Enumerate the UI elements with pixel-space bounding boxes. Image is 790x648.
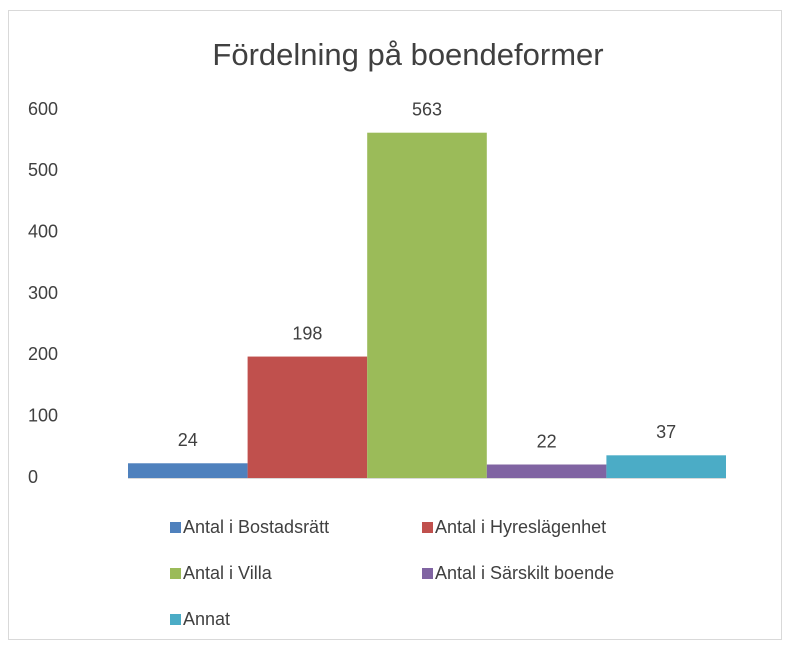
bar xyxy=(367,132,487,478)
legend-swatch xyxy=(422,568,433,579)
legend-label: Antal i Bostadsrätt xyxy=(183,517,329,537)
legend-label: Antal i Villa xyxy=(183,563,273,583)
bar xyxy=(486,464,607,478)
legend-swatch xyxy=(170,568,181,579)
legend-swatch xyxy=(170,614,181,625)
legend-label: Annat xyxy=(183,609,230,629)
y-tick-label: 400 xyxy=(28,221,58,241)
legend-label: Antal i Hyreslägenhet xyxy=(435,517,606,537)
bar xyxy=(606,455,726,478)
data-label: 563 xyxy=(412,99,442,119)
data-label: 22 xyxy=(537,431,557,451)
y-tick-label: 300 xyxy=(28,283,58,303)
bar xyxy=(128,463,248,478)
y-tick-label: 200 xyxy=(28,344,58,364)
data-label: 37 xyxy=(656,422,676,442)
y-tick-label: 100 xyxy=(28,405,58,425)
legend-label: Antal i Särskilt boende xyxy=(435,563,614,583)
data-label: 198 xyxy=(292,323,322,343)
legend-swatch xyxy=(170,522,181,533)
bar xyxy=(247,356,368,478)
y-tick-label: 500 xyxy=(28,160,58,180)
y-tick-label: 600 xyxy=(28,99,58,119)
legend-swatch xyxy=(422,522,433,533)
data-label: 24 xyxy=(178,430,198,450)
y-tick-label: 0 xyxy=(28,467,38,487)
chart-title: Fördelning på boendeformer xyxy=(212,37,603,72)
